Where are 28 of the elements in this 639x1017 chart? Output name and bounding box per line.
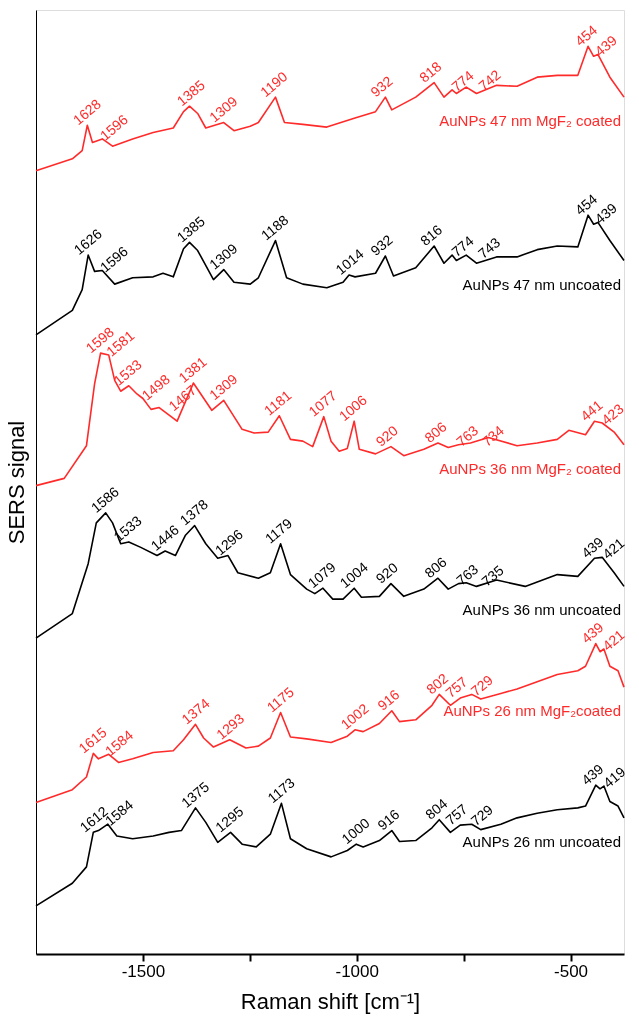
annotation: 818 — [416, 58, 445, 86]
x-tick-label: -500 — [554, 961, 589, 981]
annotation: 774 — [448, 67, 477, 95]
annotation: 920 — [372, 422, 401, 450]
annotation: 932 — [367, 231, 396, 259]
x-axis-title: Raman shift [cm⁻¹] — [240, 988, 421, 1014]
annotation: 743 — [474, 234, 504, 262]
annotation: 729 — [467, 801, 496, 829]
annotation: 920 — [372, 559, 401, 587]
series-label: AuNPs 36 nm uncoated — [462, 601, 621, 619]
series-label: AuNPs 47 nm uncoated — [462, 275, 621, 293]
annotation: 774 — [448, 232, 477, 260]
annotation: 932 — [367, 72, 396, 100]
annotation: 742 — [475, 66, 504, 94]
annotation: 916 — [374, 686, 403, 714]
series-label: AuNPs 26 nm uncoated — [462, 832, 621, 850]
x-tick-label: -1500 — [121, 961, 166, 981]
annotation: 806 — [421, 418, 450, 446]
series-label: AuNPs 47 nm MgF₂ coated — [439, 112, 621, 130]
annotation: 729 — [467, 671, 496, 700]
annotation: 916 — [374, 805, 403, 834]
series-label: AuNPs 26 nm MgF₂coated — [443, 702, 621, 720]
x-tick-label: -1000 — [335, 961, 379, 981]
annotation: 816 — [417, 221, 446, 249]
series-label: AuNPs 36 nm MgF₂ coated — [439, 459, 621, 477]
annotation: 439 — [578, 760, 607, 789]
annotation: 806 — [421, 553, 450, 582]
y-axis-title: SERS signal — [3, 420, 29, 545]
